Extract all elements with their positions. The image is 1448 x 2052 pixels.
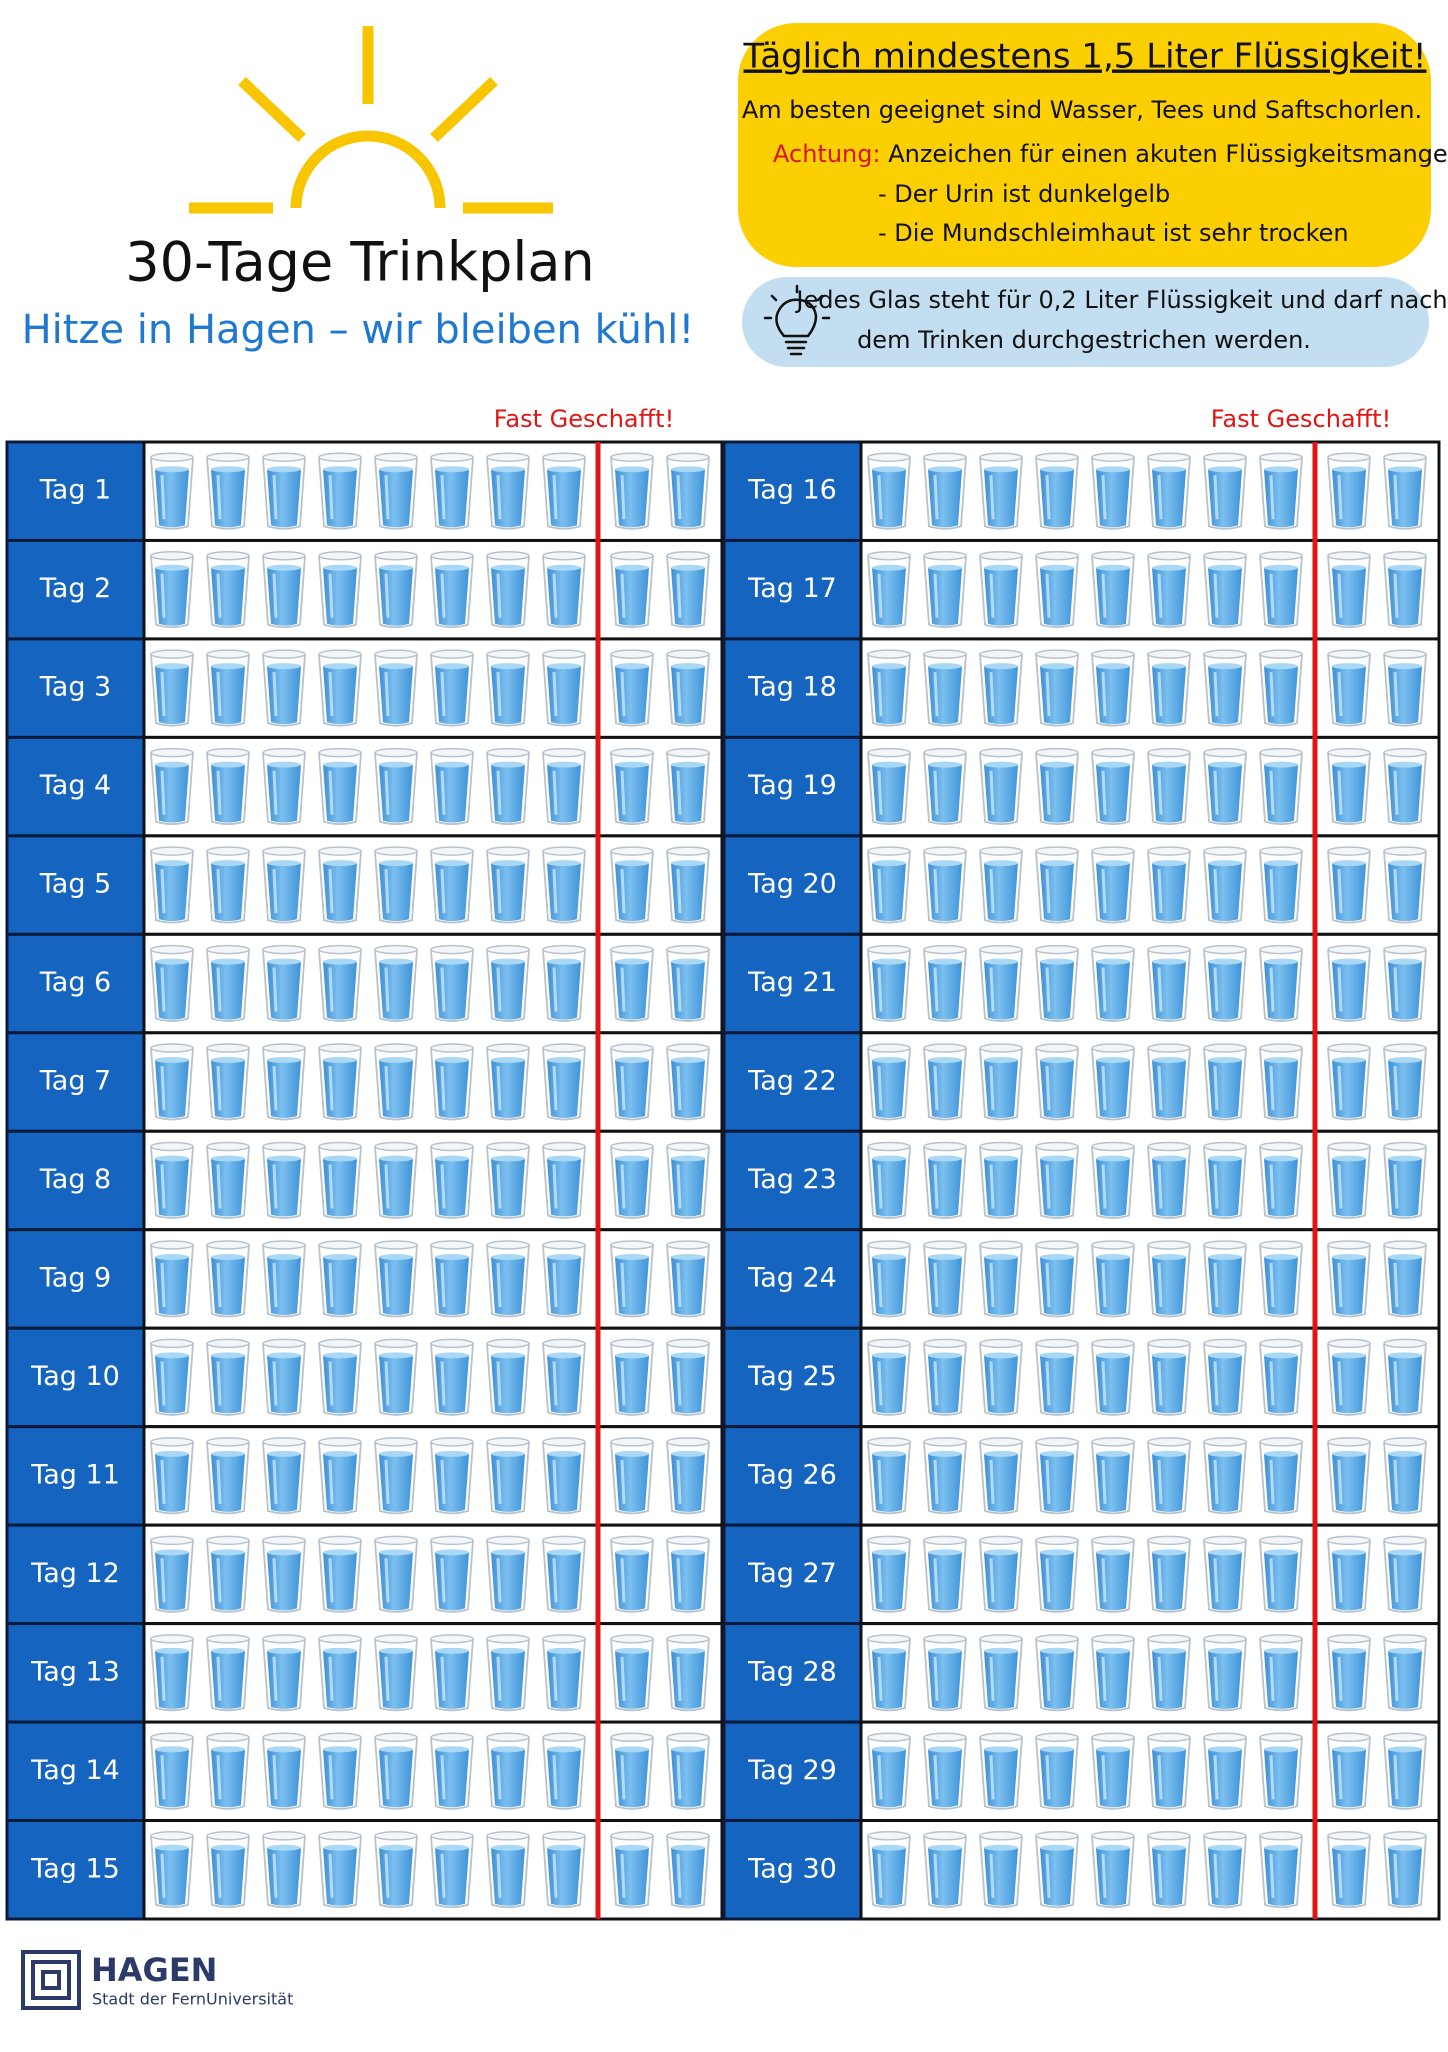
- bullet: - Der Urin ist dunkelgelb: [878, 180, 1170, 208]
- day-label-cell: [722, 932, 863, 1035]
- warning-text: Anzeichen für einen akuten Flüssigkeitsm…: [888, 140, 1448, 168]
- day-label-cell: [5, 1819, 146, 1921]
- day-label-cell: [722, 735, 863, 838]
- info-line: Am besten geeignet sind Wasser, Tees und…: [742, 96, 1422, 124]
- day-label: Tag 12: [30, 1558, 120, 1589]
- subtitle: Hitze in Hagen – wir bleiben kühl!: [22, 307, 695, 353]
- day-label-cell: [722, 1228, 863, 1330]
- day-label-cell: [722, 1129, 863, 1232]
- warning-label: Achtung:: [773, 140, 881, 168]
- milestone-label: Fast Geschafft!: [494, 405, 674, 433]
- hint-box: [742, 277, 1429, 367]
- day-label: Tag 11: [30, 1459, 120, 1490]
- day-label-cell: [722, 1819, 863, 1921]
- hint-line: Jedes Glas steht für 0,2 Liter Flüssigke…: [794, 286, 1447, 314]
- day-label-cell: [722, 1425, 863, 1527]
- day-label-cell: [5, 1425, 146, 1527]
- day-label: Tag 18: [747, 672, 837, 703]
- day-label: Tag 26: [747, 1459, 837, 1490]
- bullet: - Die Mundschleimhaut ist sehr trocken: [878, 219, 1349, 247]
- logo-name: HAGEN: [91, 1951, 217, 1989]
- day-label: Tag 15: [30, 1853, 120, 1884]
- warning-line: Achtung: Anzeichen für einen akuten Flüs…: [773, 140, 1448, 168]
- sun-icon: [189, 26, 553, 214]
- day-label: Tag 10: [30, 1361, 120, 1392]
- day-label-cell: [5, 1326, 146, 1429]
- day-label: Tag 5: [39, 869, 111, 900]
- day-label: Tag 6: [39, 967, 111, 998]
- day-label: Tag 30: [747, 1853, 837, 1884]
- day-label: Tag 2: [39, 573, 111, 604]
- day-label-cell: [5, 538, 146, 641]
- day-label: Tag 27: [747, 1558, 837, 1589]
- day-label: Tag 21: [747, 967, 837, 998]
- day-label: Tag 4: [39, 770, 111, 801]
- day-label: Tag 29: [747, 1755, 837, 1786]
- info-title: Täglich mindestens 1,5 Liter Flüssigkeit…: [743, 37, 1427, 77]
- day-label-cell: [5, 1523, 146, 1626]
- milestone-label: Fast Geschafft!: [1211, 405, 1391, 433]
- hint-line: dem Trinken durchgestrichen werden.: [857, 326, 1311, 354]
- info-box: [738, 23, 1431, 267]
- day-label-cell: [722, 834, 863, 936]
- day-label: Tag 19: [747, 770, 837, 801]
- logo-tagline: Stadt der FernUniversität: [92, 1990, 293, 2009]
- city-logo: [21, 1950, 81, 2010]
- day-label: Tag 17: [747, 573, 837, 604]
- day-label: Tag 3: [39, 672, 111, 703]
- day-label: Tag 24: [747, 1262, 837, 1293]
- day-label: Tag 8: [39, 1164, 111, 1195]
- day-label-cell: [5, 932, 146, 1035]
- day-label: Tag 9: [39, 1262, 111, 1293]
- day-label: Tag 22: [747, 1066, 837, 1097]
- day-label: Tag 13: [30, 1656, 120, 1687]
- day-label-cell: [5, 440, 146, 542]
- day-label-cell: [5, 637, 146, 739]
- day-label: Tag 14: [30, 1755, 120, 1786]
- day-label: Tag 28: [747, 1656, 837, 1687]
- day-label-cell: [722, 440, 863, 542]
- day-label: Tag 23: [747, 1164, 837, 1195]
- day-label: Tag 7: [39, 1066, 111, 1097]
- day-label: Tag 25: [747, 1361, 837, 1392]
- day-label: Tag 1: [39, 475, 111, 506]
- day-label-cell: [722, 1720, 863, 1823]
- plan-table: Fast Geschafft! Tag 1 Tag 2 Tag 3 Tag 4 Tag 5…: [5, 405, 1441, 1921]
- day-label-cell: [5, 1129, 146, 1232]
- day-label: Tag 20: [747, 869, 837, 900]
- day-label-cell: [722, 637, 863, 739]
- lightbulb-icon: [763, 284, 831, 356]
- day-label: Tag 16: [747, 475, 837, 506]
- day-label-cell: [5, 1031, 146, 1133]
- title: 30-Tage Trinkplan: [125, 231, 594, 294]
